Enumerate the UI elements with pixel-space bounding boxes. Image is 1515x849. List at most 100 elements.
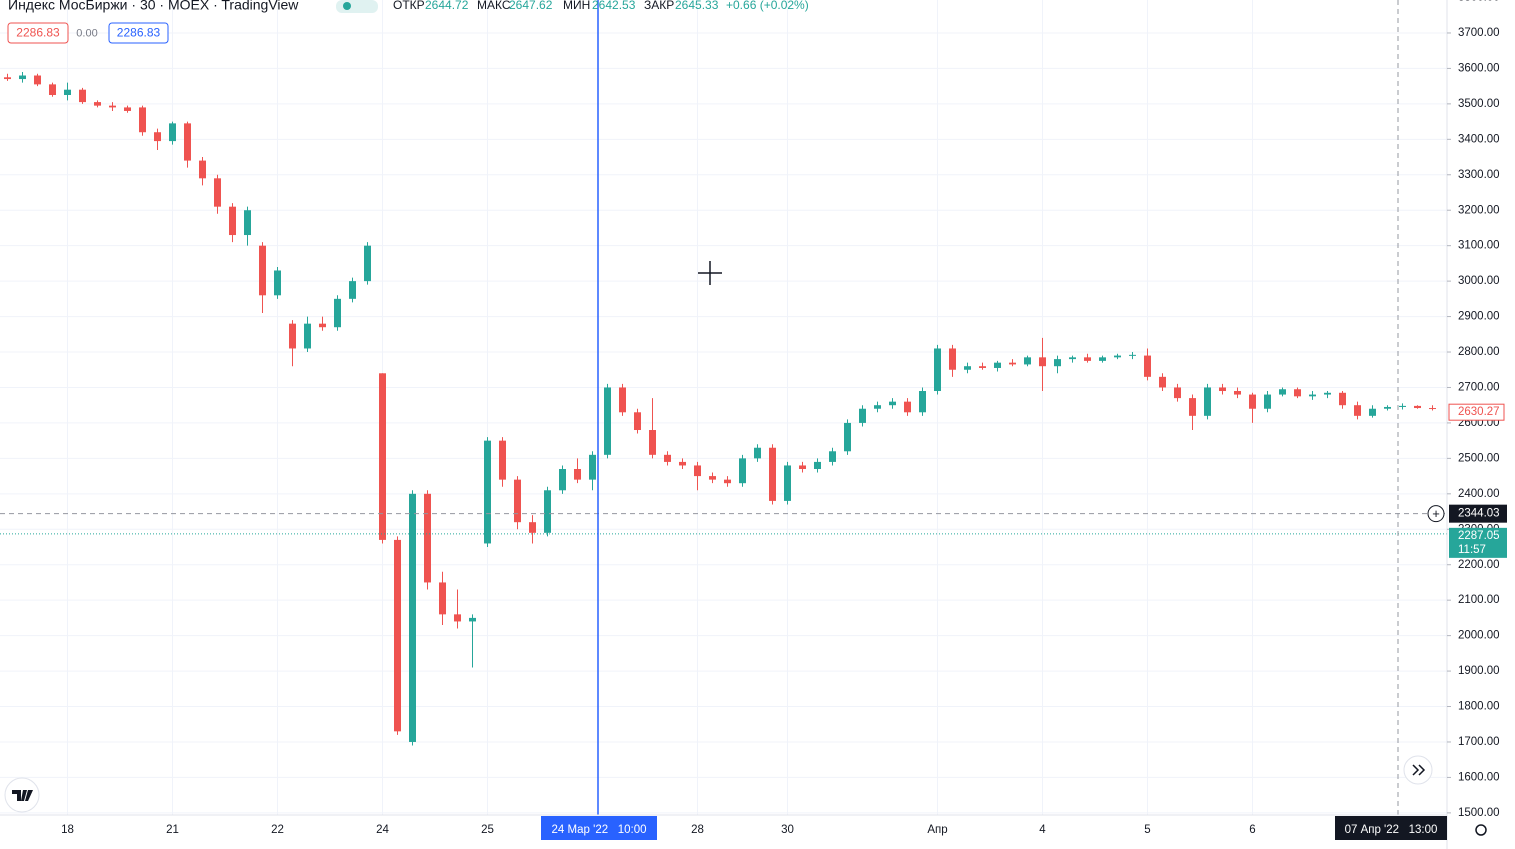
candle-body: [364, 245, 371, 282]
candle-body: [589, 454, 596, 480]
y-tick-label: 1500.00: [1458, 807, 1500, 819]
candle-body: [394, 539, 401, 732]
candle-body: [889, 401, 896, 406]
trade-chips: 2286.83 0.00 2286.83: [7, 22, 169, 44]
candle-body: [424, 493, 431, 583]
buy-price: 2286.83: [117, 26, 161, 40]
x-tick-label: 4: [1039, 824, 1046, 836]
buy-chip[interactable]: [108, 22, 169, 44]
candle-body: [199, 160, 206, 179]
candle-body: [139, 107, 146, 133]
candle-body: [214, 178, 221, 207]
candle-body: [379, 373, 386, 540]
candle-body: [679, 461, 686, 466]
y-tick-label: 2500.00: [1458, 452, 1500, 464]
time-badge: [541, 816, 657, 840]
status-icon: [336, 0, 378, 13]
candle-body: [664, 454, 671, 462]
cursor: [698, 261, 722, 285]
indicator-label: 2630.27: [1458, 406, 1500, 418]
candle-body: [559, 469, 566, 491]
gear[interactable]: [1475, 824, 1487, 836]
candle-body: [304, 323, 311, 349]
candle-body: [4, 77, 11, 80]
crosshair-badge: [1449, 504, 1507, 523]
candle-body: [1324, 392, 1331, 395]
change-value: +0.66 (+0.02%): [726, 0, 809, 12]
cursor-time: 07 Апр '22 13:00: [1345, 824, 1438, 836]
candle-body: [1174, 387, 1181, 399]
candle-body: [484, 440, 491, 544]
candle-body: [1264, 394, 1271, 409]
logo-circle: [4, 777, 40, 813]
y-tick-label: 2800.00: [1458, 346, 1500, 358]
x-tick-label: Апр: [927, 824, 947, 836]
candle-body: [829, 451, 836, 462]
y-tick-label: 1700.00: [1458, 736, 1500, 748]
candle-body: [1354, 405, 1361, 416]
low-label: МИН: [563, 0, 590, 12]
candle-body: [859, 408, 866, 423]
open-label: ОТКР: [393, 0, 425, 12]
y-tick-label: 2700.00: [1458, 382, 1500, 394]
candle-body: [964, 366, 971, 370]
candle-body: [604, 387, 611, 455]
ohlc-legend: ОТКР 2644.72 МАКС 2647.62 МИН 2642.53 ЗА…: [336, 0, 809, 13]
candle-body: [1159, 376, 1166, 388]
candle-body: [649, 430, 656, 455]
open-value: 2644.72: [425, 0, 469, 12]
candle-body: [709, 476, 716, 480]
y-tick-label: 3400.00: [1458, 133, 1500, 145]
x-tick-label: 18: [61, 824, 74, 836]
cursor-time-badge: [1335, 816, 1447, 840]
plus-icon: +: [1432, 506, 1440, 521]
y-tick-label: 3300.00: [1458, 169, 1500, 181]
candle-body: [34, 75, 41, 85]
y-tick-label: 1600.00: [1458, 771, 1500, 783]
y-tick-label: 2000.00: [1458, 630, 1500, 642]
candle-body: [1204, 387, 1211, 416]
candle-body: [1189, 398, 1196, 416]
sell-chip[interactable]: [7, 22, 69, 44]
x-tick-label: 28: [691, 824, 704, 836]
x-tick-label: 30: [781, 824, 794, 836]
candle-body: [844, 422, 851, 452]
y-tick-label: 1800.00: [1458, 701, 1500, 713]
candle-body: [1279, 389, 1286, 395]
candle-body: [349, 281, 356, 299]
low-value: 2642.53: [592, 0, 636, 12]
candle-body: [259, 245, 266, 296]
candle-body: [994, 362, 1001, 368]
candle-body: [1339, 392, 1346, 406]
candle-body: [109, 105, 116, 108]
y-tick-label: 3200.00: [1458, 204, 1500, 216]
candle-body: [319, 323, 326, 328]
candle-body: [169, 123, 176, 142]
candle-body: [64, 89, 71, 96]
candle-body: [1039, 357, 1046, 367]
candle-body: [1234, 391, 1241, 395]
candle-body: [919, 391, 926, 413]
candle-body: [1219, 387, 1226, 392]
scroll-icon: [1412, 764, 1426, 776]
candle-body: [439, 582, 446, 615]
candle-body: [934, 348, 941, 392]
candle-body: [694, 465, 701, 477]
overlay: [0, 0, 1447, 815]
candle-body: [619, 387, 626, 413]
candle-body: [739, 458, 746, 484]
settings-icon[interactable]: [1475, 824, 1487, 836]
y-tick-label: 3800.00: [1458, 0, 1500, 4]
scroll-button[interactable]: [1403, 755, 1433, 785]
candle-body: [754, 447, 761, 459]
status-dot: [343, 2, 351, 10]
chart-title: Индекс МосБиржи · 30 · MOEX · TradingVie…: [8, 0, 299, 13]
last-price-badge: [1449, 527, 1507, 558]
candle-body: [1429, 408, 1436, 410]
candle-body: [979, 366, 986, 368]
candle-body: [124, 107, 131, 111]
y-tick-label: 2400.00: [1458, 488, 1500, 500]
candle-body: [1099, 357, 1106, 361]
